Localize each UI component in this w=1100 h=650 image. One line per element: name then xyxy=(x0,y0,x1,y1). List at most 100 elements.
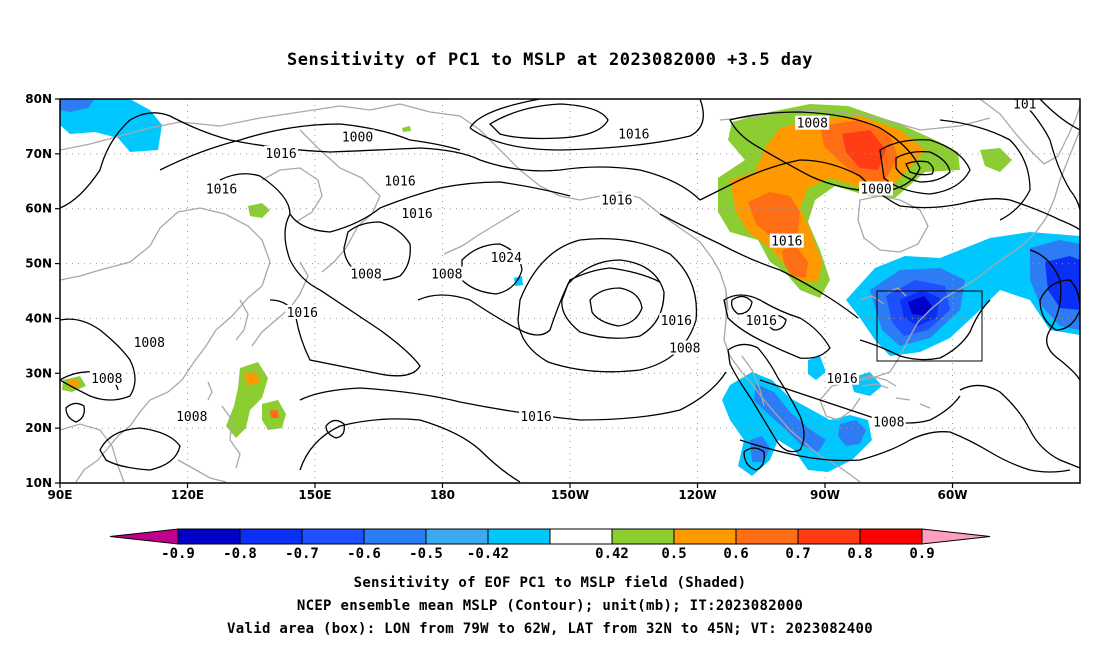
coast-aleutians xyxy=(443,209,521,255)
lon-tick-label: 90W xyxy=(810,488,840,502)
colorbar-label: 0.8 xyxy=(847,546,872,562)
colorbar-swatch xyxy=(797,528,861,545)
contour-low-sw xyxy=(99,427,181,471)
contour-low-canada-1008 xyxy=(729,111,921,193)
contour-label: 1016 xyxy=(401,207,432,222)
colorbar-min-extension xyxy=(109,528,179,545)
contour-small-ring xyxy=(325,419,345,439)
colorbar-label: -0.8 xyxy=(223,546,257,562)
contour-1016-canada xyxy=(699,159,1080,231)
colorbar-label: 0.42 xyxy=(595,546,629,562)
contour-1016-central xyxy=(417,267,661,336)
mslp-contours xyxy=(60,99,1080,483)
contour-label-bg xyxy=(825,370,859,385)
coast-baja xyxy=(741,355,765,407)
contour-1016-north-band xyxy=(60,112,701,209)
contour-north-canada xyxy=(939,119,1031,221)
contour-arctic-1008b xyxy=(469,99,704,151)
contour-south-mexico xyxy=(743,447,765,471)
contour-label: 1016 xyxy=(746,314,777,329)
lat-tick-label: 70N xyxy=(25,147,52,161)
lon-tick-label: 150W xyxy=(551,488,589,502)
coast-taiwan xyxy=(207,381,213,401)
contour-atlantic-low xyxy=(1039,279,1080,331)
contour-label-bg xyxy=(340,129,375,144)
contour-sw-small xyxy=(65,402,85,423)
lat-tick-label: 20N xyxy=(25,421,52,435)
footer-line-3: Valid area (box): LON from 79W to 62W, L… xyxy=(227,621,873,637)
shade-positive-canada-red xyxy=(842,130,886,170)
shade-positive-small-2 xyxy=(402,126,411,132)
contour-label: 1008 xyxy=(797,117,828,132)
contour-label-bg xyxy=(429,266,464,281)
shade-positive-west-pacific-core2 xyxy=(270,410,279,418)
contour-label: 101 xyxy=(1013,97,1036,112)
coast-caribbean-islands xyxy=(861,383,931,409)
shade-positive-canada-dark2 xyxy=(782,246,808,278)
contour-label-bg xyxy=(489,250,524,265)
contour-label-bg xyxy=(174,409,209,424)
contour-label: 1008 xyxy=(431,268,462,283)
colorbar-label: 0.6 xyxy=(723,546,748,562)
contour-label: 1008 xyxy=(669,342,700,357)
contour-label-bg xyxy=(89,370,124,385)
contour-label-bg xyxy=(349,266,383,281)
lon-tick-label: 60W xyxy=(938,488,968,502)
colorbar-label: 0.9 xyxy=(909,546,934,562)
lon-tick-label: 90E xyxy=(48,488,73,502)
coast-florida-east xyxy=(889,261,999,373)
coast-borneo xyxy=(177,459,227,483)
lat-tick-label: 60N xyxy=(25,202,52,216)
footer-line-1: Sensitivity of EOF PC1 to MSLP field (Sh… xyxy=(353,575,747,591)
colorbar-swatch xyxy=(363,528,427,545)
colorbar-label: -0.6 xyxy=(347,546,381,562)
shade-positive-small-1 xyxy=(248,203,270,218)
contour-1016-southern xyxy=(299,371,727,421)
lon-tick-label: 120W xyxy=(678,488,716,502)
contour-east-atlantic xyxy=(1029,249,1080,381)
shade-positive-canada-dark xyxy=(748,192,800,240)
contour-1016-southern2 xyxy=(299,418,521,483)
contour-1024-high xyxy=(561,259,665,339)
shade-negative-nw xyxy=(60,99,162,152)
contour-label-bg xyxy=(1011,96,1038,111)
contour-label: 1016 xyxy=(771,235,802,250)
contour-label-bg xyxy=(744,313,779,328)
colorbar-label: -0.5 xyxy=(409,546,443,562)
contour-label: 1008 xyxy=(176,410,207,425)
contour-1016-us xyxy=(723,294,831,359)
contour-label-bg xyxy=(132,335,167,350)
contour-label: 1016 xyxy=(661,314,692,329)
lat-tick-label: 50N xyxy=(25,257,52,271)
contour-1008-caribbean2 xyxy=(739,431,1071,473)
contour-label: 1008 xyxy=(350,268,381,283)
contour-1016-canada2 xyxy=(659,213,859,319)
shade-negative-nw-inner xyxy=(60,99,95,112)
contour-label: 1000 xyxy=(342,130,373,145)
shade-negative-mexico-3 xyxy=(838,420,866,446)
lat-tick-label: 40N xyxy=(25,311,52,325)
coast-kamchatka xyxy=(299,129,381,273)
colorbar-swatch xyxy=(177,528,241,545)
contour-label-bg xyxy=(204,181,239,196)
contour-label: 1000 xyxy=(860,183,891,198)
colorbar-max-extension xyxy=(921,528,991,545)
colorbar-label: -0.42 xyxy=(467,546,509,562)
colorbar-swatch xyxy=(239,528,303,545)
contour-high-inner xyxy=(589,287,643,327)
contour-label-bg xyxy=(400,206,434,221)
contour-label-bg xyxy=(769,233,804,248)
colorbar-swatch xyxy=(859,528,923,545)
coast-cuba xyxy=(855,375,897,387)
coast-north-america-west xyxy=(723,290,861,483)
contour-label: 1016 xyxy=(265,147,296,162)
contour-label: 1016 xyxy=(520,410,551,425)
coast-philippines xyxy=(221,405,241,469)
contour-label-bg xyxy=(667,340,702,355)
lat-tick-label: 80N xyxy=(25,92,52,106)
colorbar-swatch xyxy=(301,528,365,545)
colorbar: -0.9 -0.8 -0.7 -0.6 -0.5 -0.42 0.42 0.5 0.6 0.7 0.… xyxy=(109,528,991,562)
contour-arctic-1008 xyxy=(469,99,541,129)
contour-label: 1024 xyxy=(491,251,522,266)
